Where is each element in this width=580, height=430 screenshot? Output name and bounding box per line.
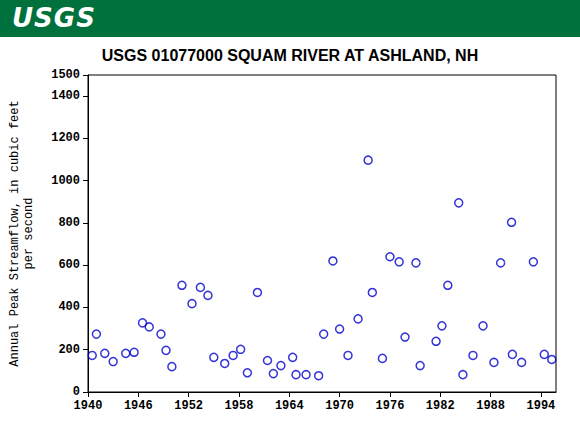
svg-text:600: 600 [58, 258, 80, 272]
svg-text:800: 800 [58, 216, 80, 230]
svg-text:1946: 1946 [124, 399, 153, 413]
svg-text:1500: 1500 [51, 68, 80, 82]
svg-text:1940: 1940 [74, 399, 103, 413]
svg-text:1000: 1000 [51, 174, 80, 188]
svg-text:1200: 1200 [51, 131, 80, 145]
svg-text:1988: 1988 [476, 399, 505, 413]
svg-text:0: 0 [73, 385, 80, 399]
html-text:USGS: USGS [12, 3, 96, 33]
svg-text:1976: 1976 [376, 399, 405, 413]
svg-text:per second: per second [22, 197, 36, 269]
svg-text:1964: 1964 [275, 399, 304, 413]
svg-text:USGS 01077000 SQUAM RIVER AT A: USGS 01077000 SQUAM RIVER AT ASHLAND, NH [102, 47, 478, 64]
svg-text:1970: 1970 [325, 399, 354, 413]
svg-text:400: 400 [58, 300, 80, 314]
svg-text:1400: 1400 [51, 89, 80, 103]
svg-text:Annual Peak Streamflow, in cub: Annual Peak Streamflow, in cubic feet [8, 100, 22, 366]
svg-text:1982: 1982 [426, 399, 455, 413]
svg-text:1952: 1952 [174, 399, 203, 413]
svg-text:1994: 1994 [526, 399, 555, 413]
svg-text:200: 200 [58, 343, 80, 357]
svg-text:1958: 1958 [225, 399, 254, 413]
